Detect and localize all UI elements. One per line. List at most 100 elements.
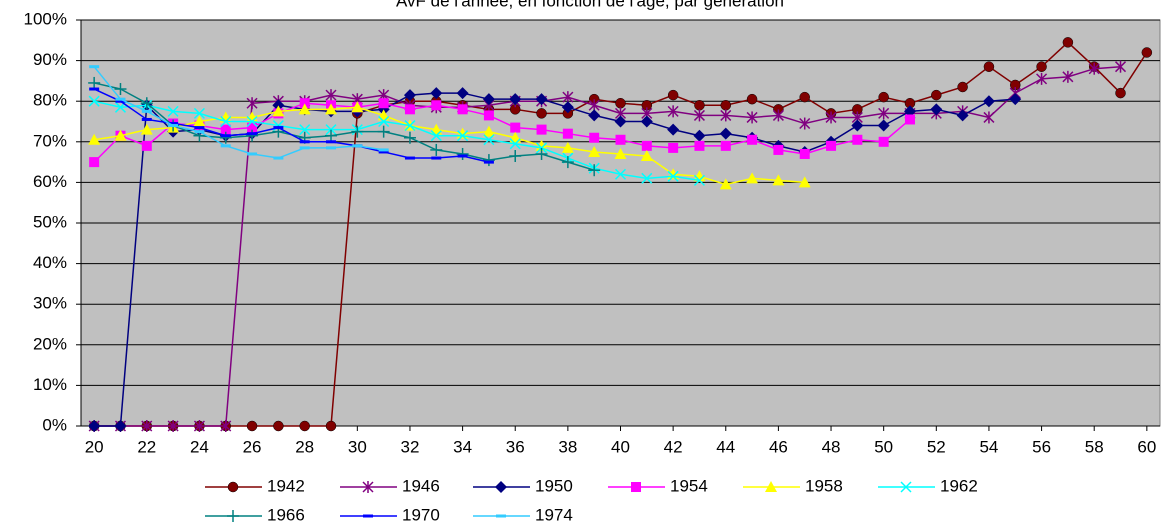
marker-stroke (246, 115, 258, 128)
marker-shape (363, 514, 373, 518)
marker-stroke (193, 107, 205, 119)
data-point (140, 97, 153, 110)
marker-shape (747, 134, 758, 145)
marker-shape (903, 105, 916, 118)
marker-stroke (404, 120, 416, 132)
marker-shape (457, 104, 468, 115)
data-point (194, 130, 205, 134)
data-point (562, 91, 574, 104)
marker-shape (272, 99, 285, 112)
data-point (246, 111, 259, 123)
data-point (456, 147, 469, 160)
marker-shape (798, 176, 811, 188)
data-point (878, 107, 890, 120)
marker-shape (799, 148, 810, 159)
y-tick-label: 40% (33, 253, 67, 272)
marker-shape (219, 111, 232, 123)
marker-shape (589, 132, 600, 143)
marker-shape (88, 420, 101, 432)
data-point (693, 174, 705, 186)
y-tick-label: 10% (33, 375, 67, 394)
marker-shape (983, 61, 995, 72)
marker-shape (956, 109, 969, 122)
marker-shape (720, 100, 732, 111)
marker-shape (799, 91, 810, 103)
data-point (246, 420, 258, 432)
marker-shape (719, 178, 732, 190)
data-point (325, 103, 338, 115)
data-point (1141, 47, 1153, 58)
marker-shape (957, 81, 968, 93)
data-point (325, 89, 337, 102)
data-point (167, 105, 179, 117)
data-point (482, 93, 495, 106)
marker-shape (193, 115, 206, 127)
data-point (456, 87, 469, 100)
marker-shape (89, 65, 100, 69)
data-point (719, 127, 732, 140)
marker-shape (615, 134, 626, 145)
marker-shape (720, 140, 731, 151)
marker-shape (1036, 61, 1047, 72)
marker-shape (114, 129, 127, 141)
data-point (430, 87, 443, 100)
data-point (141, 420, 153, 432)
data-point (219, 111, 232, 123)
marker-shape (430, 87, 443, 100)
data-point (168, 124, 179, 128)
data-point (220, 144, 231, 148)
data-point (89, 157, 100, 168)
x-tick-label: 54 (979, 437, 998, 456)
data-point (982, 95, 995, 108)
marker-shape (220, 134, 231, 138)
marker-shape (246, 420, 258, 432)
data-point (693, 170, 706, 182)
data-point (114, 420, 127, 432)
marker-shape (378, 150, 389, 154)
data-point (483, 160, 494, 164)
x-tick-label: 60 (1137, 437, 1156, 456)
x-tick-label: 50 (874, 437, 893, 456)
data-point (482, 125, 495, 137)
legend-marker (765, 481, 777, 492)
marker-shape (826, 140, 837, 151)
data-point (720, 100, 732, 111)
data-point (378, 98, 389, 109)
marker-shape (457, 154, 468, 158)
marker-shape (667, 89, 679, 101)
data-point (298, 103, 311, 115)
marker-shape (904, 114, 915, 125)
marker-shape (773, 144, 784, 155)
x-tick-label: 48 (822, 437, 841, 456)
data-point (746, 111, 758, 124)
data-point (220, 420, 232, 432)
x-tick-label: 26 (243, 437, 262, 456)
marker-stroke (430, 130, 442, 142)
marker-shape (483, 110, 494, 121)
data-point (799, 148, 810, 159)
legend-marker (900, 481, 912, 493)
marker-shape (273, 126, 284, 130)
marker-stroke (667, 170, 679, 182)
data-point (878, 136, 889, 147)
marker-shape (403, 89, 416, 102)
data-point (1062, 37, 1074, 48)
data-point (141, 109, 152, 113)
marker-stroke (641, 172, 653, 184)
data-point (430, 143, 443, 156)
x-tick-label: 24 (190, 437, 209, 456)
x-tick-label: 20 (85, 437, 104, 456)
marker-shape (746, 172, 759, 184)
marker-shape (772, 174, 785, 186)
chart-title: AvF de l'année, en fonction de l'âge, pa… (396, 0, 784, 10)
data-point (326, 140, 337, 144)
marker-shape (667, 123, 680, 136)
data-point (641, 172, 653, 184)
marker-shape (325, 420, 337, 432)
marker-shape (247, 122, 258, 133)
series-line (93, 88, 490, 163)
data-point (535, 147, 548, 160)
data-point (246, 129, 259, 142)
data-point (299, 420, 310, 432)
marker-shape (878, 136, 889, 147)
